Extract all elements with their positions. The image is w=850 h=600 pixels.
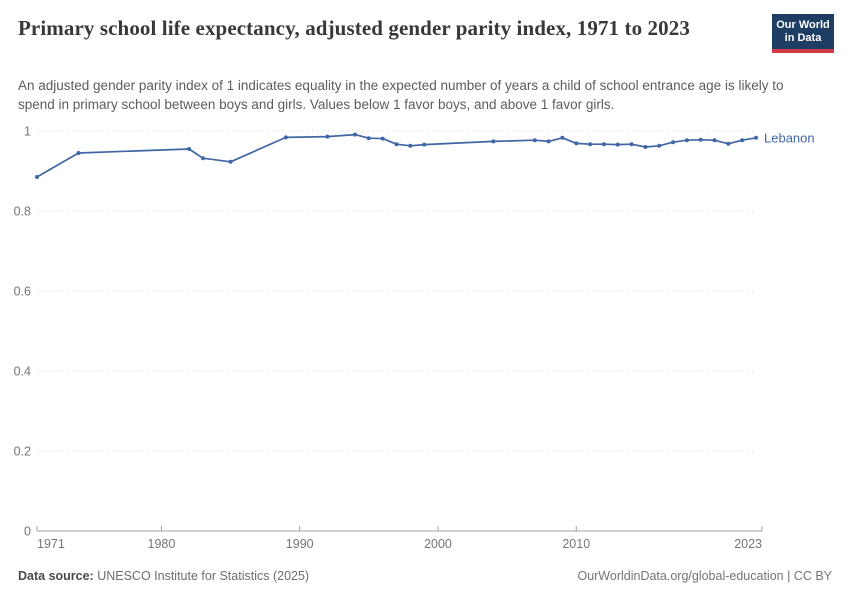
data-point <box>684 138 689 143</box>
data-point <box>671 140 675 145</box>
data-point <box>588 142 593 147</box>
y-tick-label: 0.4 <box>14 365 31 379</box>
data-point <box>394 142 399 147</box>
owid-logo-line1: Our World <box>776 18 830 31</box>
data-source-label: Data source: <box>18 569 94 583</box>
data-point <box>754 135 758 140</box>
data-point <box>629 142 634 147</box>
data-point <box>491 139 496 144</box>
data-point <box>726 141 731 146</box>
x-tick-label: 1971 <box>37 537 65 551</box>
data-point <box>76 151 81 155</box>
data-point <box>353 132 357 137</box>
x-tick-label: 1980 <box>148 537 176 551</box>
data-point <box>601 142 606 147</box>
data-point <box>698 137 703 142</box>
x-tick-label: 2023 <box>734 537 762 551</box>
data-point <box>325 134 330 139</box>
x-tick-label: 2010 <box>562 537 590 551</box>
data-point <box>228 159 233 164</box>
x-tick-label: 2000 <box>424 537 452 551</box>
data-point <box>657 143 662 148</box>
data-point <box>574 141 579 146</box>
data-point <box>643 145 648 149</box>
trend-line <box>36 133 757 178</box>
data-point <box>546 139 551 144</box>
data-point <box>35 175 39 179</box>
y-tick-label: 0 <box>24 525 31 539</box>
data-source-text: UNESCO Institute for Statistics (2025) <box>93 569 310 583</box>
data-point <box>532 138 537 143</box>
data-point <box>408 143 413 148</box>
data-point <box>366 136 371 141</box>
x-tick-label: 1990 <box>286 537 314 551</box>
chart-subtitle: An adjusted gender parity index of 1 ind… <box>18 78 784 112</box>
data-point <box>200 156 205 161</box>
entity-label: Lebanon <box>764 130 815 145</box>
data-point <box>615 142 620 147</box>
data-source-note: Data source: UNESCO Institute for Statis… <box>18 569 309 583</box>
data-point <box>380 136 385 141</box>
y-tick-label: 0.6 <box>14 285 31 299</box>
data-point <box>712 138 717 143</box>
chart-title: Primary school life expectancy, adjusted… <box>18 16 690 40</box>
data-point <box>560 135 565 140</box>
y-tick-label: 0.2 <box>14 445 31 459</box>
y-tick-label: 0.8 <box>14 205 31 219</box>
data-point <box>187 147 192 151</box>
y-tick-label: 1 <box>24 125 31 139</box>
chart-footer: Data source: UNESCO Institute for Statis… <box>18 569 832 583</box>
owid-logo-line2: in Data <box>784 31 822 44</box>
owid-logo: Our World in Data <box>772 14 834 53</box>
owid-url-license: OurWorldinData.org/global-education | CC… <box>577 569 832 583</box>
data-point <box>283 135 288 140</box>
data-point <box>740 138 745 143</box>
data-point <box>422 142 427 147</box>
